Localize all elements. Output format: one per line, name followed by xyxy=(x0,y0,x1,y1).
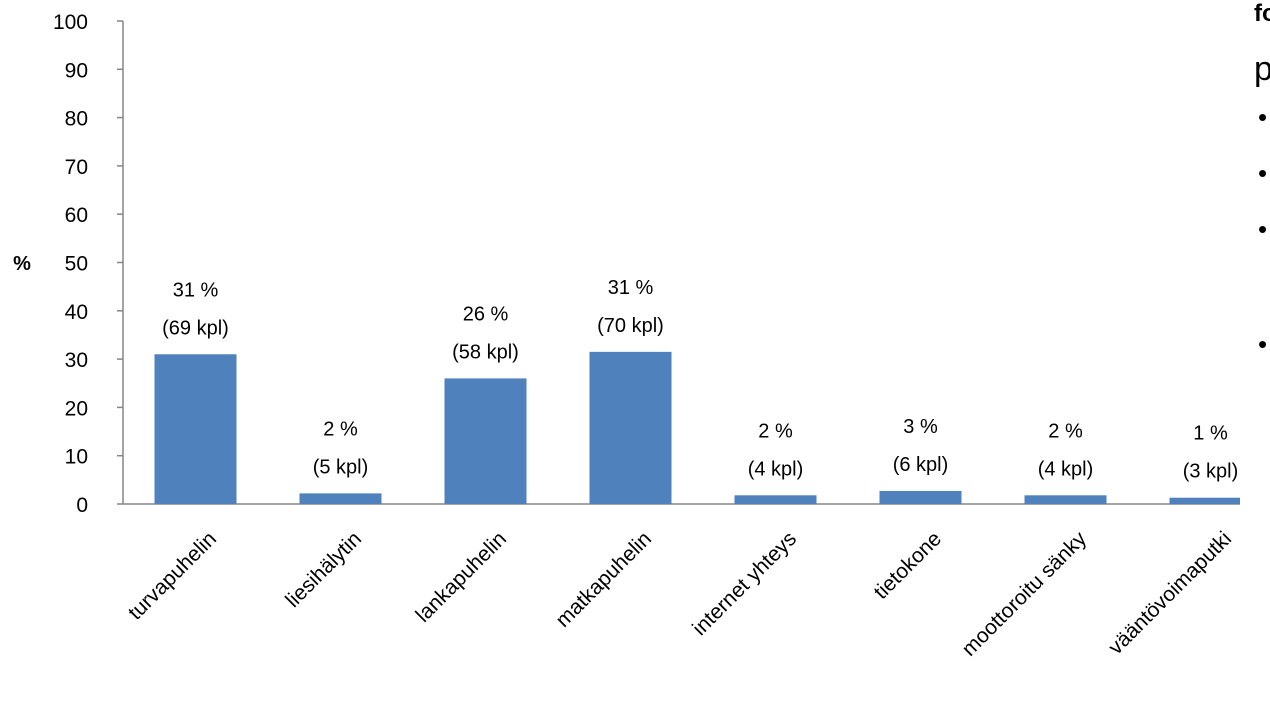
bar xyxy=(154,354,237,504)
y-tick-label: 10 xyxy=(65,446,88,469)
bullet-icon: • xyxy=(1258,214,1268,244)
data-label-percent: 2 % xyxy=(323,418,358,440)
data-label-percent: 31 % xyxy=(608,277,654,299)
bar xyxy=(879,490,962,504)
bar xyxy=(1169,497,1240,504)
data-label-count: (58 kpl) xyxy=(452,341,519,363)
data-label-count: (6 kpl) xyxy=(893,454,949,476)
data-label-count: (69 kpl) xyxy=(162,317,229,339)
bar xyxy=(734,495,817,504)
data-label-percent: 2 % xyxy=(758,420,793,442)
y-tick-label: 20 xyxy=(65,397,88,420)
data-label-count: (4 kpl) xyxy=(1038,458,1094,480)
data-label-percent: 1 % xyxy=(1193,423,1228,445)
data-label-percent: 2 % xyxy=(1048,420,1083,442)
category-label: tietokone xyxy=(870,527,947,604)
bar xyxy=(299,493,382,504)
bullet-icon: • xyxy=(1258,158,1268,188)
bar-chart: 0 10 20 30 40 50 60 70 80 90 100% 31 % (69 kpl) turva… xyxy=(13,11,1240,661)
y-tick-label: 80 xyxy=(65,108,88,131)
data-label-count: (3 kpl) xyxy=(1183,461,1239,483)
category-label: vääntövoimaputki xyxy=(1104,527,1236,659)
y-tick-label: 90 xyxy=(65,59,88,82)
side-text-fragment: p xyxy=(1254,50,1270,88)
data-label-count: (4 kpl) xyxy=(748,458,804,480)
bar xyxy=(444,378,527,504)
data-label-percent: 31 % xyxy=(173,279,219,301)
bullet-icon: • xyxy=(1258,329,1268,359)
category-label: moottoroitu sänky xyxy=(958,527,1092,661)
y-tick-label: 40 xyxy=(65,301,88,324)
side-heading-fragment: fo xyxy=(1254,0,1270,27)
data-label-percent: 3 % xyxy=(903,416,938,438)
bar xyxy=(1024,495,1107,504)
data-label-count: (5 kpl) xyxy=(313,456,369,478)
data-label-percent: 26 % xyxy=(463,303,509,325)
y-tick-label: 50 xyxy=(65,253,88,276)
y-tick-label: 0 xyxy=(76,494,88,517)
bar xyxy=(589,351,672,504)
category-label: matkapuhelin xyxy=(551,527,656,632)
bullet-icon: • xyxy=(1258,102,1268,132)
y-tick-label: 60 xyxy=(65,204,88,227)
y-tick-label: 70 xyxy=(65,156,88,179)
category-label: turvapuhelin xyxy=(124,527,221,624)
data-label-count: (70 kpl) xyxy=(597,315,664,337)
y-tick-label: 30 xyxy=(65,349,88,372)
category-label: internet yhteys xyxy=(688,527,801,640)
category-label: lankapuhelin xyxy=(411,527,511,627)
category-label: liesihälytin xyxy=(281,527,366,612)
side-panel: fo p • • • • xyxy=(1240,0,1270,722)
y-axis-label: % xyxy=(13,253,31,275)
y-tick-label: 100 xyxy=(53,11,88,34)
